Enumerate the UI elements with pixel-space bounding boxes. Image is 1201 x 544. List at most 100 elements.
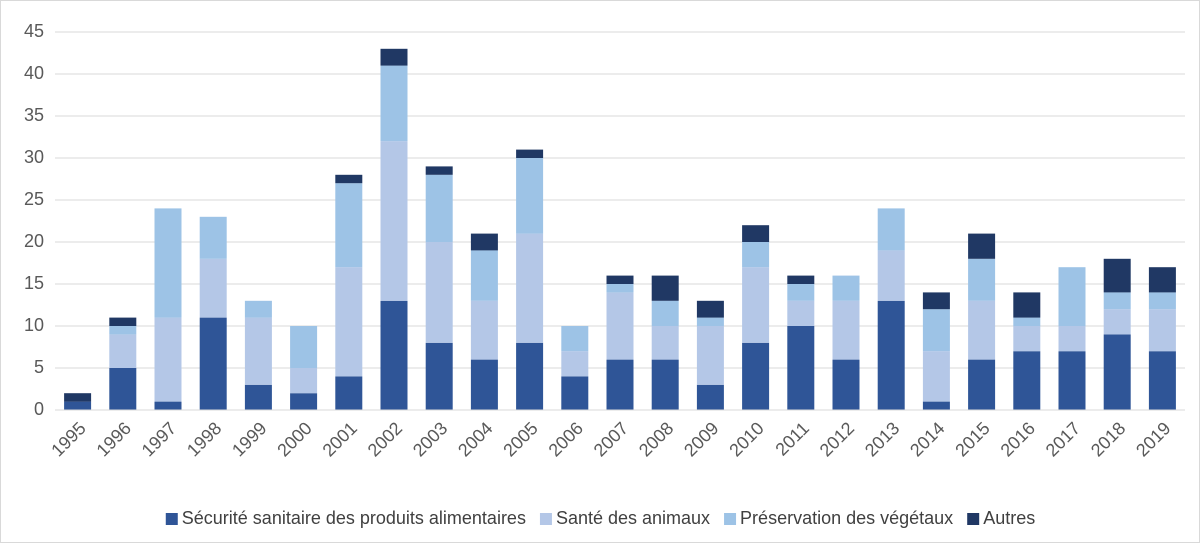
bar-segment bbox=[877, 300, 905, 410]
bar-segment bbox=[244, 384, 272, 410]
bar-segment bbox=[380, 300, 408, 410]
bar-segment bbox=[651, 300, 679, 326]
bar-segment bbox=[516, 342, 544, 410]
bar-segment bbox=[696, 300, 724, 318]
legend-label: Sécurité sanitaire des produits alimenta… bbox=[182, 508, 526, 528]
bar-segment bbox=[922, 292, 950, 310]
bar-segment bbox=[1013, 351, 1041, 410]
bar-segment bbox=[696, 317, 724, 326]
bar-segment bbox=[651, 359, 679, 410]
bar-segment bbox=[696, 326, 724, 385]
bar-segment bbox=[832, 300, 860, 360]
bar-segment bbox=[425, 242, 453, 343]
bar-segment bbox=[968, 359, 996, 410]
bar-segment bbox=[199, 258, 227, 318]
bar-segment bbox=[742, 225, 770, 242]
bar-segment bbox=[606, 284, 634, 293]
bar-segment bbox=[470, 359, 498, 410]
bar-segment bbox=[199, 216, 227, 259]
y-tick-label: 20 bbox=[24, 231, 44, 251]
bar-segment bbox=[651, 275, 679, 301]
legend-label: Préservation des végétaux bbox=[740, 508, 953, 528]
bar-segment bbox=[1058, 351, 1086, 410]
bar-segment bbox=[787, 326, 815, 410]
bar-segment bbox=[244, 300, 272, 318]
bar-segment bbox=[154, 208, 182, 318]
bar-segment bbox=[832, 275, 860, 301]
bar-segment bbox=[1013, 292, 1041, 318]
y-tick-label: 30 bbox=[24, 147, 44, 167]
bar-segment bbox=[380, 141, 408, 301]
bar-segment bbox=[1148, 309, 1176, 352]
legend-swatch bbox=[724, 513, 737, 525]
bar-segment bbox=[787, 300, 815, 326]
bar-segment bbox=[742, 342, 770, 410]
legend-swatch bbox=[539, 513, 552, 525]
bar-segment bbox=[425, 342, 453, 410]
bar-segment bbox=[516, 149, 544, 158]
bar-segment bbox=[290, 368, 318, 394]
bar-segment bbox=[742, 267, 770, 343]
bar-segment bbox=[516, 233, 544, 343]
bar-segment bbox=[470, 250, 498, 301]
bar-segment bbox=[832, 359, 860, 410]
y-tick-label: 0 bbox=[34, 399, 44, 419]
bar-segment bbox=[516, 158, 544, 234]
bar-segment bbox=[1103, 334, 1131, 410]
bar-segment bbox=[109, 326, 137, 335]
bar-segment bbox=[877, 208, 905, 251]
bar-segment bbox=[154, 401, 182, 410]
bar-segment bbox=[335, 267, 363, 377]
bar-segment bbox=[1103, 292, 1131, 310]
legend-label: Autres bbox=[983, 508, 1035, 528]
bar-segment bbox=[968, 300, 996, 360]
bar-segment bbox=[561, 326, 589, 352]
bar-segment bbox=[1103, 309, 1131, 335]
bar-segment bbox=[425, 174, 453, 242]
legend-swatch bbox=[967, 513, 980, 525]
bar-segment bbox=[290, 393, 318, 410]
bar-segment bbox=[335, 174, 363, 184]
bar-segment bbox=[1013, 326, 1041, 352]
bar-segment bbox=[64, 401, 92, 410]
bar-segment bbox=[1103, 258, 1131, 293]
bar-segment bbox=[380, 65, 408, 142]
bar-segment bbox=[606, 359, 634, 410]
bar-segment bbox=[606, 275, 634, 284]
bar-segment bbox=[244, 317, 272, 385]
legend-label: Santé des animaux bbox=[556, 508, 710, 528]
bar-segment bbox=[380, 48, 408, 66]
bar-segment bbox=[470, 300, 498, 360]
bar-segment bbox=[290, 326, 318, 368]
y-tick-label: 40 bbox=[24, 63, 44, 83]
bar-segment bbox=[1148, 292, 1176, 310]
bar-segment bbox=[877, 250, 905, 301]
bar-segment bbox=[968, 233, 996, 259]
bar-segment bbox=[787, 284, 815, 301]
bar-segment bbox=[199, 317, 227, 410]
bar-segment bbox=[922, 309, 950, 352]
bar-segment bbox=[335, 376, 363, 410]
y-tick-label: 15 bbox=[24, 273, 44, 293]
y-tick-label: 5 bbox=[34, 357, 44, 377]
bar-segment bbox=[561, 351, 589, 377]
bar-segment bbox=[1148, 267, 1176, 293]
bar-segment bbox=[109, 334, 137, 368]
bar-segment bbox=[561, 376, 589, 410]
y-tick-label: 25 bbox=[24, 189, 44, 209]
bar-segment bbox=[1058, 326, 1086, 352]
bar-segment bbox=[154, 317, 182, 402]
bar-segment bbox=[922, 401, 950, 410]
bar-segment bbox=[922, 351, 950, 402]
y-tick-label: 35 bbox=[24, 105, 44, 125]
bar-segment bbox=[109, 368, 137, 410]
bar-segment bbox=[425, 166, 453, 175]
legend-swatch bbox=[165, 513, 178, 525]
bar-segment bbox=[787, 275, 815, 284]
bar-segment bbox=[1058, 267, 1086, 326]
bar-segment bbox=[109, 317, 137, 326]
bar-segment bbox=[968, 258, 996, 301]
bar-segment bbox=[651, 326, 679, 360]
y-tick-label: 10 bbox=[24, 315, 44, 335]
